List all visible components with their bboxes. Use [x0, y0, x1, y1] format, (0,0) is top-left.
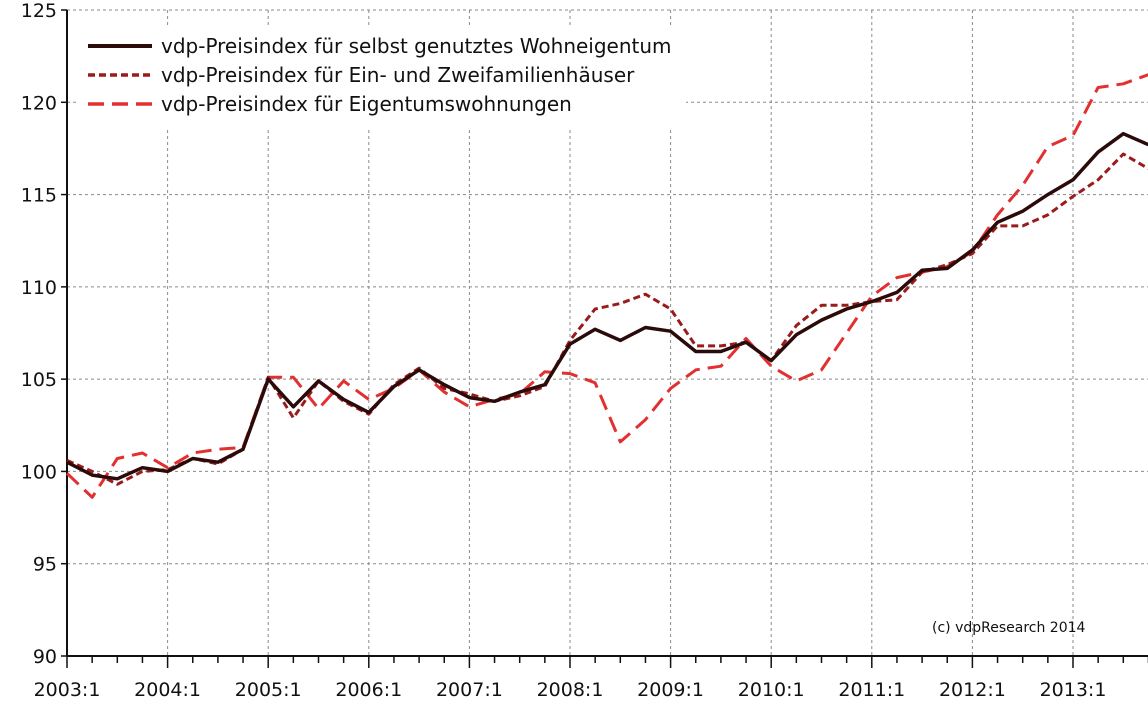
x-tick-label: 2009:1: [637, 679, 704, 701]
series-line-eigentumswohnungen: [65, 73, 1148, 499]
x-tick-label: 2003:1: [34, 679, 101, 701]
y-tick-label: 90: [33, 646, 57, 668]
x-tick-label: 2008:1: [537, 679, 604, 701]
series-line-wohneigentum: [66, 131, 1148, 481]
x-tick-label: 2007:1: [436, 679, 503, 701]
series-line-ein-zweifamilienhaeuser: [66, 152, 1148, 486]
y-tick-label: 115: [21, 185, 57, 207]
x-tick-label: 2013:1: [1040, 679, 1107, 701]
x-tick-label: 2006:1: [335, 679, 402, 701]
y-tick-label: 125: [21, 0, 57, 22]
legend: vdp-Preisindex für selbst genutztes Wohn…: [76, 28, 686, 130]
series-lines: [65, 73, 1148, 499]
x-tick-label: 2010:1: [738, 679, 805, 701]
legend-label-wohneigentum: vdp-Preisindex für selbst genutztes Wohn…: [161, 34, 672, 58]
credit-note: (c) vdpResearch 2014: [932, 620, 1086, 636]
y-tick-label: 100: [21, 461, 57, 483]
x-tick-label: 2012:1: [939, 679, 1006, 701]
y-tick-label: 110: [21, 277, 57, 299]
x-tick-label: 2004:1: [134, 679, 201, 701]
axes: 90 95 100 105 110 115 120 125 2003:1 2004:1 2005:1…: [21, 0, 1148, 701]
x-tick-label: 2005:1: [235, 679, 302, 701]
legend-label-eigentumswohnungen: vdp-Preisindex für Eigentumswohnungen: [161, 92, 572, 116]
x-tick-label: 2011:1: [838, 679, 905, 701]
y-tick-label: 95: [33, 554, 57, 576]
legend-label-ein-zweifamilienhaeuser: vdp-Preisindex für Ein- und Zweifamilien…: [161, 63, 635, 87]
legend-background: [76, 28, 686, 130]
y-tick-label: 120: [21, 92, 57, 114]
y-tick-label: 105: [21, 369, 57, 391]
